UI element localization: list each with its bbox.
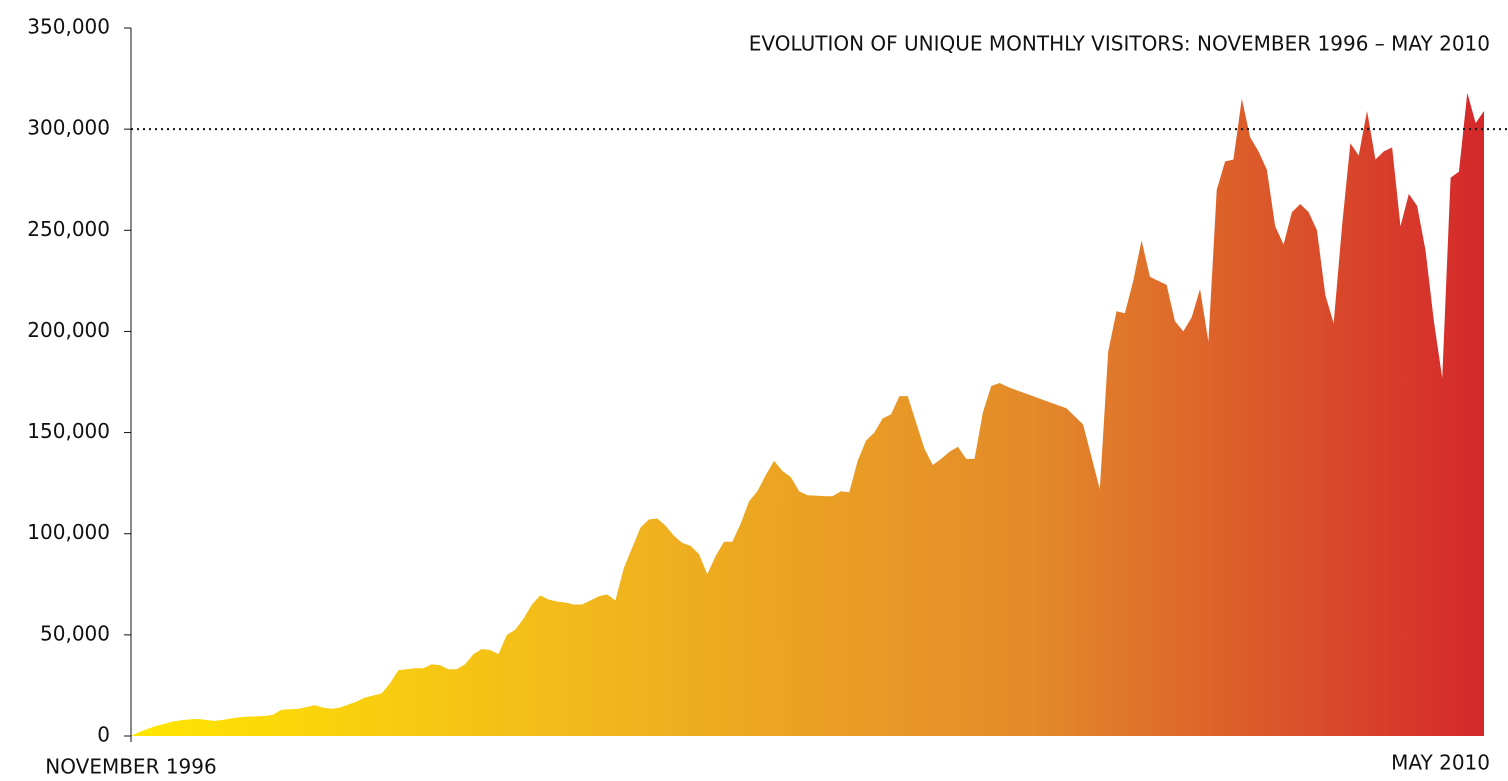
y-tick-label: 300,000 [27,116,110,140]
area [131,92,1484,737]
y-tick-label: 250,000 [27,217,110,241]
y-tick-label: 50,000 [40,621,110,645]
x-tick-label: NOVEMBER 1996 [45,755,216,779]
y-tick-label: 200,000 [27,318,110,342]
chart-title: EVOLUTION OF UNIQUE MONTHLY VISITORS: NO… [749,32,1490,56]
x-tick-label: MAY 2010 [1391,751,1490,775]
y-tick-label: 350,000 [27,15,110,39]
y-tick-label: 100,000 [27,520,110,544]
y-tick-label: 0 [97,723,110,747]
y-tick-label: 150,000 [27,419,110,443]
